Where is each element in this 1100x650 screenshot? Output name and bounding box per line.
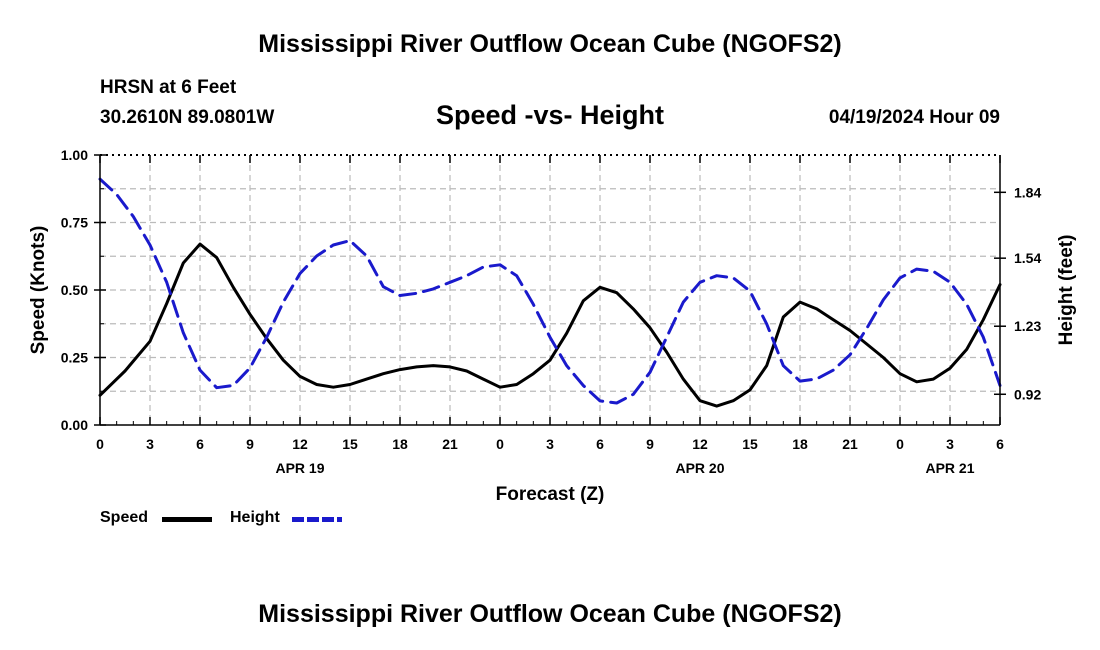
x-tick-label: 21: [442, 436, 458, 452]
x-tick-label: 15: [742, 436, 758, 452]
x-tick-label: 0: [496, 436, 504, 452]
legend-height-label: Height: [230, 509, 280, 526]
x-tick-label: 18: [392, 436, 408, 452]
x-tick-label: 6: [996, 436, 1004, 452]
x-tick-label: 0: [96, 436, 104, 452]
height-series-line: [98, 177, 1002, 405]
legend-height-swatch: [292, 517, 342, 522]
y2-tick-label: 1.54: [1014, 250, 1041, 266]
y2-tick-label: 1.84: [1014, 184, 1041, 200]
x-tick-label: 6: [196, 436, 204, 452]
station-coordinates: 30.2610N 89.0801W: [100, 107, 275, 128]
x-date-label: APR 20: [675, 460, 724, 476]
y2-tick-label: 1.23: [1014, 318, 1041, 334]
y2-axis-title: Height (feet): [1056, 235, 1077, 346]
axes: [94, 154, 1006, 426]
station-name: HRSN at 6 Feet: [100, 77, 237, 98]
chart-subtitle: Speed -vs- Height: [435, 100, 665, 130]
y-tick-label: 0.50: [61, 282, 88, 298]
y2-tick-label: 0.92: [1014, 386, 1041, 402]
x-tick-label: 21: [842, 436, 858, 452]
chart-title: Mississippi River Outflow Ocean Cube (NG…: [258, 30, 842, 58]
x-tick-label: 3: [546, 436, 554, 452]
x-tick-label: 18: [792, 436, 808, 452]
x-axis-title: Forecast (Z): [496, 484, 605, 505]
x-tick-label: 3: [946, 436, 954, 452]
series-layer: [98, 177, 1002, 408]
y-axis-title: Speed (Knots): [28, 226, 49, 355]
forecast-datetime: 04/19/2024 Hour 09: [828, 107, 1000, 128]
legend-speed-label: Speed: [100, 509, 149, 526]
speed-series-line: [98, 242, 1002, 408]
x-date-label: APR 19: [275, 460, 324, 476]
y-tick-label: 0.00: [61, 417, 88, 433]
x-tick-label: 9: [246, 436, 254, 452]
footer-title: Mississippi River Outflow Ocean Cube (NG…: [258, 600, 842, 628]
x-date-label: APR 21: [925, 460, 974, 476]
x-tick-label: 12: [292, 436, 308, 452]
x-tick-label: 0: [896, 436, 904, 452]
tick-labels: 0 3 6 9 12 15 18 21 0 3 6 9 12 15 18 21 0 3 6 APR 19 APR 20 A…: [61, 147, 1042, 476]
y-tick-label: 0.75: [61, 215, 88, 231]
x-tick-label: 15: [342, 436, 358, 452]
x-tick-label: 6: [596, 436, 604, 452]
x-tick-label: 9: [646, 436, 654, 452]
y-tick-label: 1.00: [61, 147, 88, 163]
grid-lines: [100, 155, 1000, 425]
y-tick-label: 0.25: [61, 350, 88, 366]
legend-speed-swatch: [162, 517, 212, 522]
x-tick-label: 12: [692, 436, 708, 452]
x-tick-label: 3: [146, 436, 154, 452]
